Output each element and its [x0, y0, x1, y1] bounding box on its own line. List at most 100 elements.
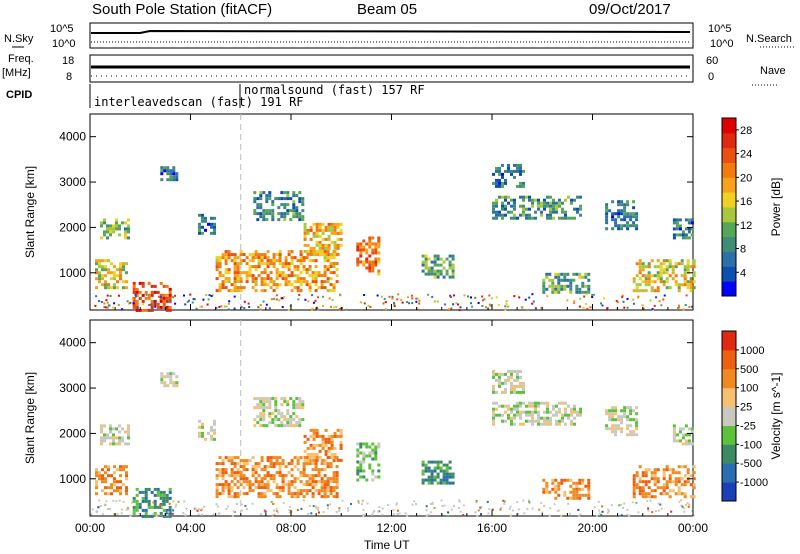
- echo-cell: [265, 209, 269, 213]
- echo-cell: [326, 250, 330, 254]
- echo-cell: [251, 265, 255, 269]
- echo-cell: [263, 253, 267, 257]
- echo-cell: [504, 381, 507, 385]
- echo-cell: [647, 495, 651, 499]
- echo-cell: [689, 265, 693, 269]
- echo-cell: [242, 253, 246, 257]
- echo-cell: [650, 274, 654, 278]
- echo-cell: [623, 209, 627, 213]
- echo-cell: [132, 505, 136, 509]
- echo-cell: [332, 253, 336, 257]
- echo-cell: [327, 455, 331, 459]
- echo-cell: [259, 400, 263, 404]
- echo-cell: [555, 422, 558, 426]
- echo-cell: [575, 287, 579, 291]
- echo-cell: [210, 295, 213, 297]
- echo-cell: [665, 492, 669, 496]
- echo-cell: [377, 445, 381, 449]
- colorbar-segment: [722, 221, 736, 238]
- echo-cell: [552, 201, 555, 205]
- echo-cell: [638, 480, 642, 484]
- echo-cell: [98, 474, 101, 478]
- echo-cell: [684, 227, 688, 231]
- echo-cell: [315, 243, 319, 247]
- echo-cell: [611, 415, 615, 419]
- echo-cell: [156, 493, 160, 497]
- echo-cell: [448, 472, 452, 476]
- nsearch-label: N.Search: [746, 33, 792, 45]
- echo-cell: [253, 200, 257, 204]
- echo-cell: [302, 465, 306, 469]
- echo-cell: [635, 262, 639, 266]
- echo-cell: [359, 460, 363, 464]
- echo-cell: [668, 274, 672, 278]
- echo-cell: [233, 277, 237, 281]
- echo-cell: [445, 466, 449, 470]
- echo-cell: [511, 509, 514, 512]
- echo-cell: [260, 256, 264, 260]
- echo-cell: [160, 178, 164, 182]
- echo-cell: [537, 416, 540, 420]
- echo-cell: [324, 228, 328, 232]
- echo-cell: [606, 511, 609, 514]
- echo-cell: [407, 296, 410, 299]
- echo-cell: [299, 480, 303, 484]
- echo-cell: [224, 280, 228, 284]
- echo-cell: [525, 207, 528, 211]
- echo-cell: [326, 462, 330, 466]
- echo-cell: [317, 468, 321, 472]
- echo-cell: [644, 492, 648, 496]
- echo-cell: [339, 431, 343, 435]
- echo-cell: [332, 471, 336, 475]
- echo-cell: [239, 286, 243, 290]
- echo-cell: [570, 216, 573, 220]
- echo-cell: [548, 278, 552, 282]
- echo-cell: [144, 499, 148, 503]
- echo-cell: [326, 465, 330, 469]
- echo-cell: [475, 501, 478, 504]
- echo-cell: [260, 277, 264, 281]
- echo-cell: [274, 409, 278, 413]
- echo-cell: [218, 262, 222, 266]
- echo-cell: [356, 260, 360, 264]
- echo-cell: [266, 262, 270, 266]
- nsearch-tick-low: 10^0: [710, 38, 734, 50]
- echo-cell: [421, 481, 425, 485]
- echo-cell: [689, 289, 693, 293]
- echo-cell: [431, 295, 434, 298]
- echo-cell: [230, 462, 234, 466]
- echo-cell: [638, 277, 642, 281]
- echo-cell: [430, 503, 432, 505]
- echo-cell: [377, 463, 381, 467]
- echo-region: [542, 478, 591, 500]
- echo-cell: [436, 463, 440, 467]
- echo-cell: [427, 266, 431, 270]
- echo-cell: [567, 195, 570, 199]
- echo-cell: [441, 513, 444, 516]
- echo-cell: [144, 487, 148, 491]
- echo-cell: [644, 471, 648, 475]
- echo-cell: [112, 427, 115, 431]
- echo-cell: [572, 496, 576, 500]
- echo-cell: [108, 304, 111, 307]
- echo-cell: [368, 463, 372, 467]
- echo-cell: [311, 477, 315, 481]
- echo-cell: [189, 293, 192, 296]
- echo-cell: [323, 489, 327, 493]
- echo-cell: [301, 403, 305, 407]
- echo-cell: [323, 483, 327, 487]
- echo-cell: [510, 198, 513, 202]
- echo-cell: [540, 416, 543, 420]
- echo-cell: [284, 259, 288, 263]
- echo-cell: [302, 462, 306, 466]
- echo-cell: [135, 302, 139, 306]
- echo-cell: [581, 487, 585, 491]
- echo-cell: [233, 511, 236, 513]
- echo-cell: [632, 221, 636, 225]
- echo-cell: [156, 490, 160, 494]
- echo-cell: [124, 230, 127, 234]
- echo-cell: [607, 508, 610, 511]
- echo-cell: [620, 421, 624, 425]
- echo-cell: [439, 478, 443, 482]
- echo-cell: [448, 460, 452, 464]
